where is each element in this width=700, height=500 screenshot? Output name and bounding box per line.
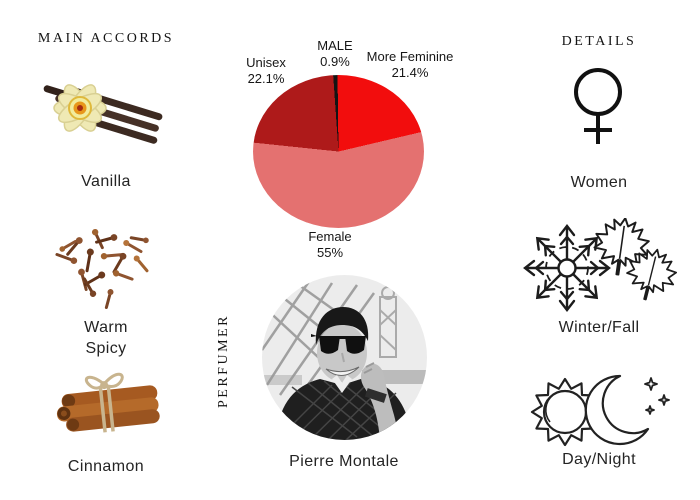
accord-label-warm-spicy: Warm Spicy — [84, 319, 128, 357]
sunglasses — [311, 334, 366, 354]
cloves-icon — [48, 214, 160, 310]
pie-label-unisex: Unisex 22.1% — [246, 55, 286, 86]
detail-label-day-night: Day/Night — [562, 451, 636, 468]
accord-label-cinnamon: Cinnamon — [67, 458, 145, 475]
perfumer-section-label: PERFUMER — [216, 314, 231, 408]
background-tower — [379, 286, 397, 358]
pie-label-female: Female 55% — [308, 229, 352, 260]
vanilla-flower-icon — [35, 60, 170, 162]
sparkle-stars — [644, 377, 670, 415]
detail-label-women: Women — [570, 174, 628, 191]
winter-fall-icons — [520, 218, 682, 316]
female-symbol-icon — [570, 66, 626, 148]
sun-icon — [530, 377, 600, 447]
snowflake-icon — [523, 224, 611, 312]
perfumer-name: Pierre Montale — [289, 453, 399, 470]
pie-label-more-feminine: More Feminine 21.4% — [366, 49, 454, 80]
accord-label-vanilla: Vanilla — [81, 173, 131, 190]
moon-icon — [584, 374, 650, 446]
gender-pie-chart — [253, 75, 424, 228]
main-accords-header: MAIN ACCORDS — [37, 31, 175, 46]
details-header: DETAILS — [561, 34, 637, 49]
detail-label-winter-fall: Winter/Fall — [558, 319, 640, 336]
perfumer-photo — [262, 275, 427, 440]
day-night-icons — [530, 370, 670, 452]
cinnamon-sticks-icon — [45, 350, 170, 448]
pie-label-male: MALE 0.9% — [317, 38, 353, 69]
